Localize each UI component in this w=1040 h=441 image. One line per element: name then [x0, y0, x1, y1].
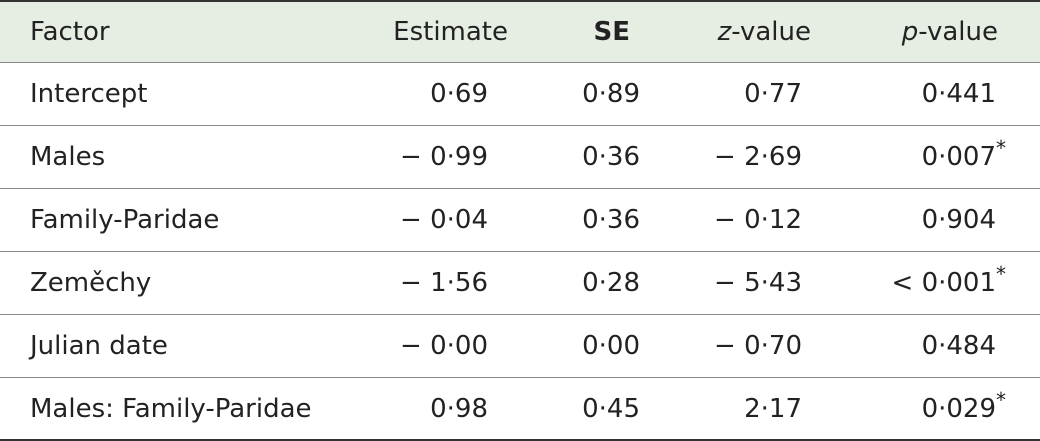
cell-se: 0·45 [582, 393, 640, 424]
cell-factor: Zeměchy [30, 268, 152, 298]
cell-estimate: 0·98 [430, 393, 488, 424]
table-row: Family-Paridae − 0·04 0·36 − 0·12 0·904 [0, 189, 1040, 252]
cell-estimate: 0·69 [430, 79, 488, 109]
p-value-text: 0·904 [921, 205, 996, 235]
cell-p-value: 0·484 [922, 315, 996, 377]
cell-factor: Julian date [30, 331, 168, 361]
cell-z-value: − 2·69 [714, 142, 802, 172]
p-value-text: 0·029 [921, 393, 996, 424]
cell-factor: Males [30, 142, 106, 172]
header-z-value: z -value [718, 2, 811, 62]
cell-factor: Males: Family-Paridae [30, 393, 312, 424]
significance-marker: * [996, 387, 1006, 412]
p-value-text: 0·484 [921, 331, 996, 361]
cell-p-value: 0·007 * [921, 126, 1006, 188]
cell-p-value: 0·029 * [921, 378, 1006, 439]
header-z-suffix: -value [731, 17, 811, 47]
cell-z-value: − 0·70 [714, 331, 802, 361]
cell-estimate: − 0·99 [400, 142, 488, 172]
header-z-symbol: z [717, 17, 732, 47]
table-row: Zeměchy − 1·56 0·28 − 5·43 < 0·001 * [0, 252, 1040, 315]
header-factor: Factor [30, 17, 110, 47]
cell-se: 0·28 [582, 268, 640, 298]
significance-marker: * [996, 262, 1006, 286]
header-se: SE [593, 17, 631, 47]
cell-factor: Intercept [30, 79, 148, 109]
table-header-row: Factor Estimate SE z -value p -value [0, 0, 1040, 63]
header-p-symbol: p [901, 17, 919, 47]
p-value-text: 0·007 [921, 142, 996, 172]
significance-marker: * [996, 136, 1006, 160]
table-row: Males: Family-Paridae 0·98 0·45 2·17 0·0… [0, 378, 1040, 441]
table-row: Julian date − 0·00 0·00 − 0·70 0·484 [0, 315, 1040, 378]
header-p-suffix: -value [918, 17, 998, 47]
cell-se: 0·00 [582, 331, 640, 361]
table-row: Males − 0·99 0·36 − 2·69 0·007 * [0, 126, 1040, 189]
cell-z-value: − 0·12 [714, 205, 802, 235]
cell-estimate: − 0·00 [400, 331, 488, 361]
table-row: Intercept 0·69 0·89 0·77 0·441 [0, 63, 1040, 126]
cell-factor: Family-Paridae [30, 205, 220, 235]
p-value-text: 0·441 [921, 79, 996, 109]
cell-p-value: < 0·001 * [891, 252, 1006, 314]
p-value-text: < 0·001 [891, 268, 996, 298]
cell-p-value: 0·441 [922, 63, 996, 125]
cell-se: 0·36 [582, 205, 640, 235]
cell-p-value: 0·904 [922, 189, 996, 251]
header-p-value: p -value [902, 2, 998, 62]
cell-se: 0·36 [582, 142, 640, 172]
cell-z-value: 2·17 [744, 393, 802, 424]
cell-se: 0·89 [582, 79, 640, 109]
cell-z-value: − 5·43 [714, 268, 802, 298]
header-estimate: Estimate [393, 17, 508, 47]
cell-estimate: − 0·04 [400, 205, 488, 235]
cell-estimate: − 1·56 [400, 268, 488, 298]
cell-z-value: 0·77 [744, 79, 802, 109]
